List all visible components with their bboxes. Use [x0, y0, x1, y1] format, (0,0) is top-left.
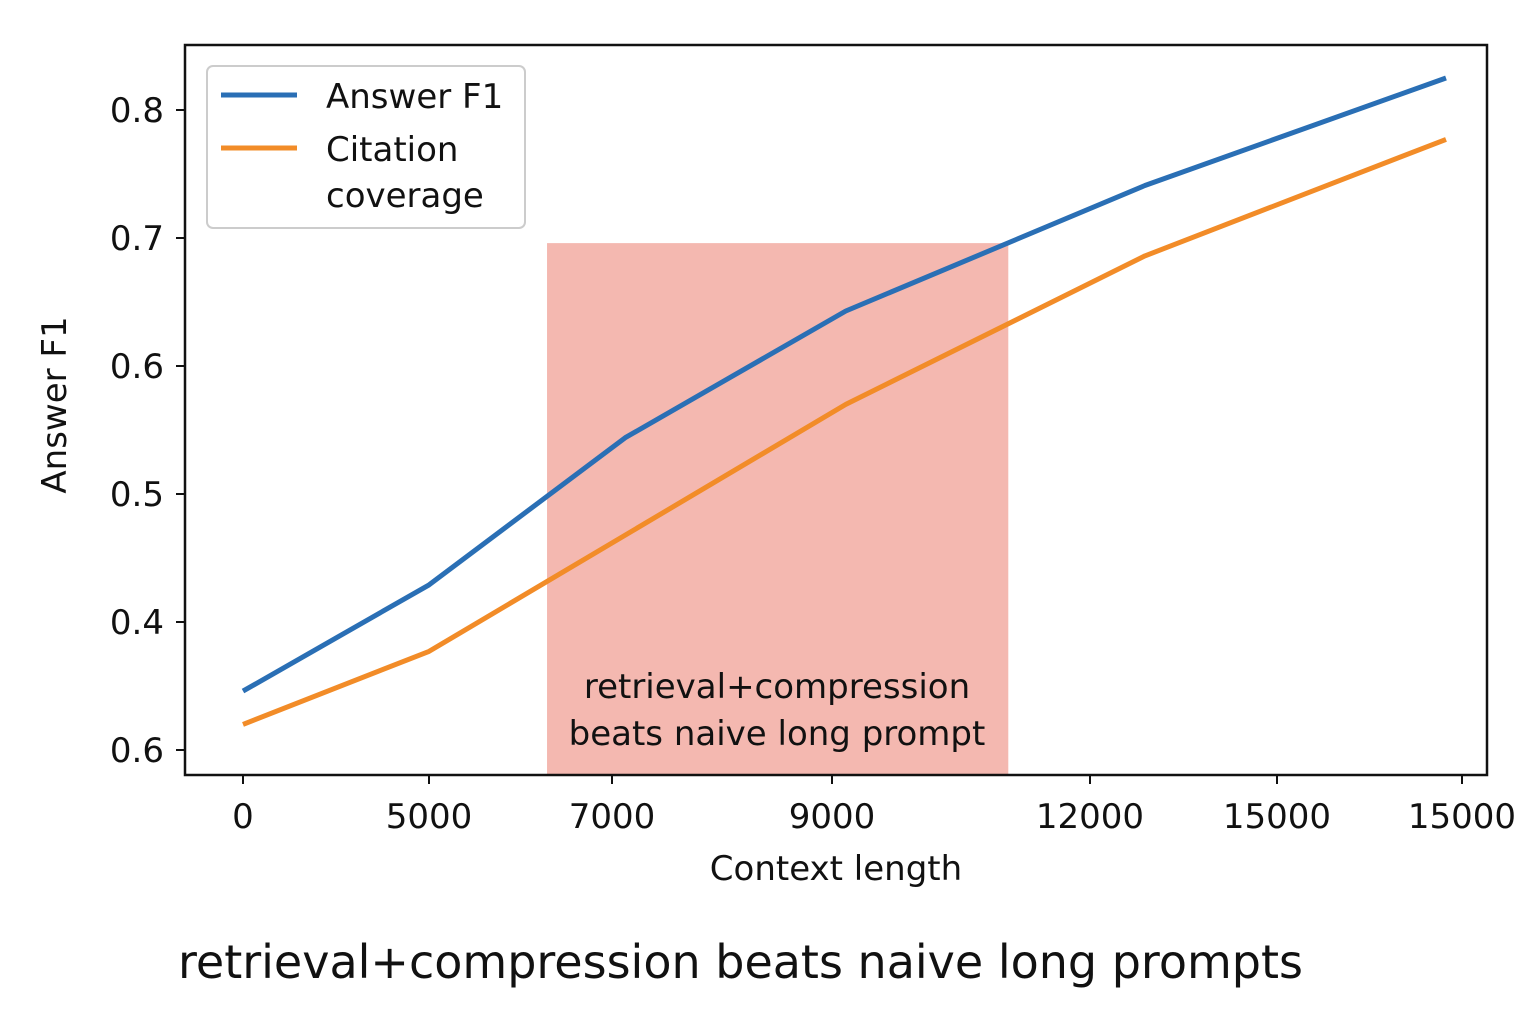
y-tick-label: 0.5 — [110, 475, 164, 515]
legend-box — [206, 65, 526, 229]
x-tick-label: 7000 — [569, 797, 656, 837]
legend-label-citation: Citation — [326, 130, 458, 170]
y-tick-label: 0.7 — [110, 219, 164, 259]
legend-label-answer-f1: Answer F1 — [326, 77, 503, 117]
series-line-answer-f1 — [241, 75, 1447, 694]
shaded-region — [547, 243, 1009, 775]
x-tick-label: 15000 — [1223, 797, 1331, 837]
annotation-line-2: beats naive long prompt — [569, 714, 986, 754]
chart-caption: retrieval+compression beats naive long p… — [178, 935, 1303, 989]
legend-label-coverage: coverage — [326, 176, 484, 216]
y-tick-label: 0.4 — [110, 603, 164, 643]
plot-frame — [183, 43, 1489, 777]
y-axis-label: Answer F1 — [35, 316, 75, 493]
legend: Answer F1 Citation coverage — [206, 65, 526, 229]
y-tick-label: 0.6 — [110, 731, 164, 771]
y-tick-label: 0.8 — [110, 91, 164, 131]
x-tick-label: 0 — [232, 797, 254, 837]
x-tick-label: 12000 — [1036, 797, 1144, 837]
x-tick-label: 15000 — [1408, 797, 1516, 837]
x-tick-label: 5000 — [386, 797, 473, 837]
series-line-citation-coverage — [242, 137, 1447, 727]
x-axis-label: Context length — [710, 849, 962, 889]
y-tick-label: 0.6 — [110, 347, 164, 387]
x-tick-label: 9000 — [789, 797, 876, 837]
annotation-line-1: retrieval+compression — [584, 667, 970, 707]
